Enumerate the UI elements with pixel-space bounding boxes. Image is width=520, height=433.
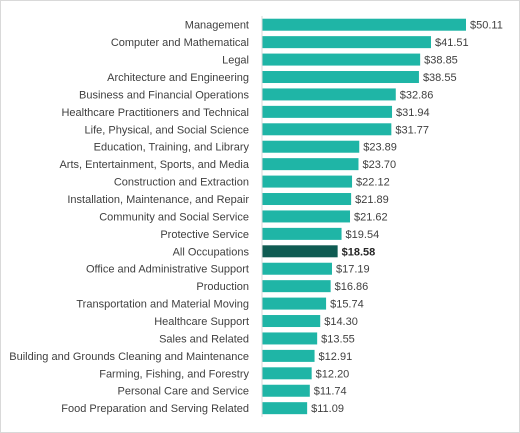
data-label: $23.89	[363, 142, 397, 154]
category-label: Legal	[222, 55, 249, 67]
bar	[262, 210, 351, 223]
data-label: $18.58	[342, 246, 376, 258]
data-label: $13.55	[321, 333, 355, 345]
bar	[262, 297, 327, 310]
bar	[262, 315, 321, 328]
data-label: $41.51	[435, 37, 469, 49]
category-label: Life, Physical, and Social Science	[85, 124, 249, 136]
category-label: All Occupations	[173, 246, 250, 258]
category-label: Community and Social Service	[99, 211, 249, 223]
category-label: Healthcare Practitioners and Technical	[61, 107, 249, 119]
data-label: $32.86	[400, 89, 434, 101]
category-label: Production	[196, 281, 249, 293]
bar	[262, 175, 353, 188]
bar	[262, 227, 342, 240]
bar	[262, 262, 332, 275]
bar	[262, 402, 308, 415]
category-label: Office and Administrative Support	[86, 264, 249, 276]
category-label: Food Preparation and Serving Related	[61, 403, 249, 415]
highlight-bar	[262, 245, 338, 258]
category-label: Sales and Related	[159, 333, 249, 345]
data-label: $14.30	[324, 316, 358, 328]
data-label: $19.54	[346, 229, 380, 241]
bar	[262, 332, 318, 345]
category-label: Computer and Mathematical	[111, 37, 249, 49]
category-label: Education, Training, and Library	[94, 142, 250, 154]
bar	[262, 18, 466, 31]
bar	[262, 88, 396, 101]
data-label: $38.55	[423, 72, 457, 84]
data-label: $12.20	[316, 368, 350, 380]
category-label: Installation, Maintenance, and Repair	[67, 194, 249, 206]
category-label: Healthcare Support	[154, 316, 249, 328]
category-label: Protective Service	[160, 229, 249, 241]
bar	[262, 158, 359, 171]
category-label: Business and Financial Operations	[79, 89, 249, 101]
bar	[262, 349, 315, 362]
bar	[262, 140, 360, 153]
category-label: Building and Grounds Cleaning and Mainte…	[9, 351, 249, 363]
data-label: $31.94	[396, 107, 430, 119]
bar	[262, 123, 392, 136]
category-label: Architecture and Engineering	[107, 72, 249, 84]
data-label: $11.74	[314, 386, 347, 398]
category-label: Arts, Entertainment, Sports, and Media	[59, 159, 249, 171]
bar	[262, 280, 331, 293]
data-label: $17.19	[336, 264, 370, 276]
category-label: Personal Care and Service	[118, 386, 249, 398]
bar	[262, 367, 312, 380]
bar	[262, 53, 421, 66]
category-label: Transportation and Material Moving	[76, 299, 249, 311]
bar	[262, 71, 419, 84]
data-label: $38.85	[424, 55, 458, 67]
data-label: $15.74	[330, 299, 364, 311]
category-label: Management	[185, 20, 249, 32]
data-label: $23.70	[362, 159, 396, 171]
bar	[262, 105, 393, 118]
data-label: $50.11	[470, 20, 503, 32]
data-label: $11.09	[311, 403, 344, 415]
data-label: $21.62	[354, 211, 388, 223]
bar	[262, 384, 310, 397]
data-label: $16.86	[335, 281, 369, 293]
category-label: Construction and Extraction	[114, 177, 249, 189]
data-label: $31.77	[395, 124, 429, 136]
data-label: $21.89	[355, 194, 389, 206]
category-label: Farming, Fishing, and Forestry	[99, 368, 249, 380]
data-label: $12.91	[319, 351, 353, 363]
bar	[262, 36, 431, 49]
data-label: $22.12	[356, 177, 390, 189]
bar	[262, 193, 352, 206]
